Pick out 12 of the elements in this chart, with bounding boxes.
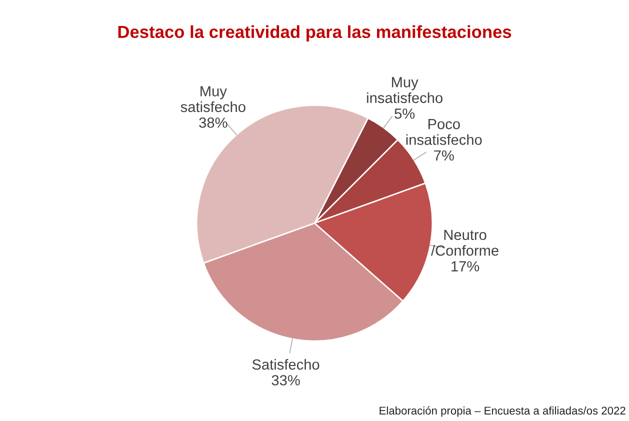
chart-title: Destaco la creatividad para las manifestaciones xyxy=(118,25,512,42)
data-label: 5% xyxy=(394,108,415,119)
slice-label: Muy insatisfecho xyxy=(367,77,442,104)
data-label: 33% xyxy=(272,375,300,386)
data-label: 7% xyxy=(434,150,454,161)
data-label: 38% xyxy=(199,117,228,128)
text: Elaboración propia – Encuesta a afiliadas/os 2022 xyxy=(380,406,626,417)
slice-label: Poco insatisfecho xyxy=(406,119,482,145)
slice-label: Satisfecho xyxy=(252,359,320,370)
slice-label: Muy satisfecho xyxy=(180,86,246,112)
data-label: 17% xyxy=(452,261,480,272)
slice-label: Neutro /Conforme xyxy=(430,230,498,256)
